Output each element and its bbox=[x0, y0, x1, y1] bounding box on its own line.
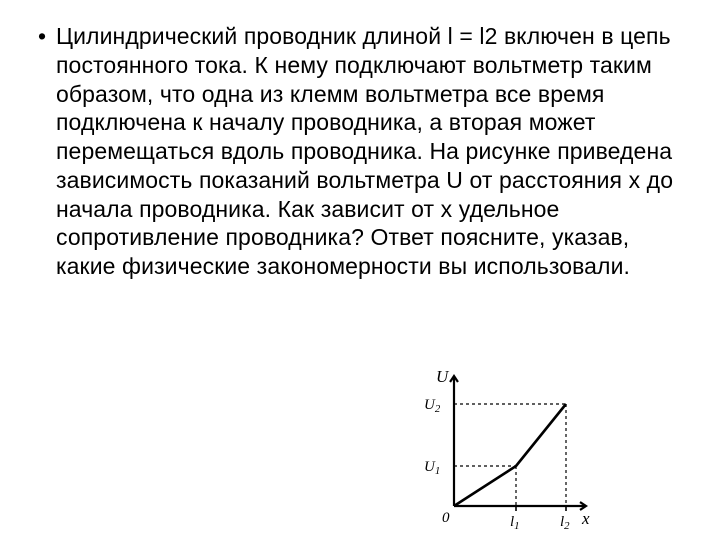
svg-text:U1: U1 bbox=[424, 459, 440, 477]
chart-container: Ux 0 l1 l2 U1 U2 bbox=[418, 370, 598, 530]
problem-text: Цилиндрический проводник длиной l = l2 в… bbox=[56, 22, 692, 281]
svg-text:l1: l1 bbox=[510, 514, 520, 530]
problem-block: • Цилиндрический проводник длиной l = l2… bbox=[38, 22, 692, 281]
svg-text:l2: l2 bbox=[560, 514, 570, 530]
chart-svg: Ux 0 l1 l2 U1 U2 bbox=[418, 370, 598, 530]
svg-text:U: U bbox=[436, 370, 450, 386]
bullet-glyph: • bbox=[38, 22, 56, 51]
svg-text:0: 0 bbox=[442, 510, 450, 526]
svg-text:U2: U2 bbox=[424, 397, 441, 415]
slide: • Цилиндрический проводник длиной l = l2… bbox=[0, 0, 720, 540]
svg-text:x: x bbox=[581, 509, 590, 528]
